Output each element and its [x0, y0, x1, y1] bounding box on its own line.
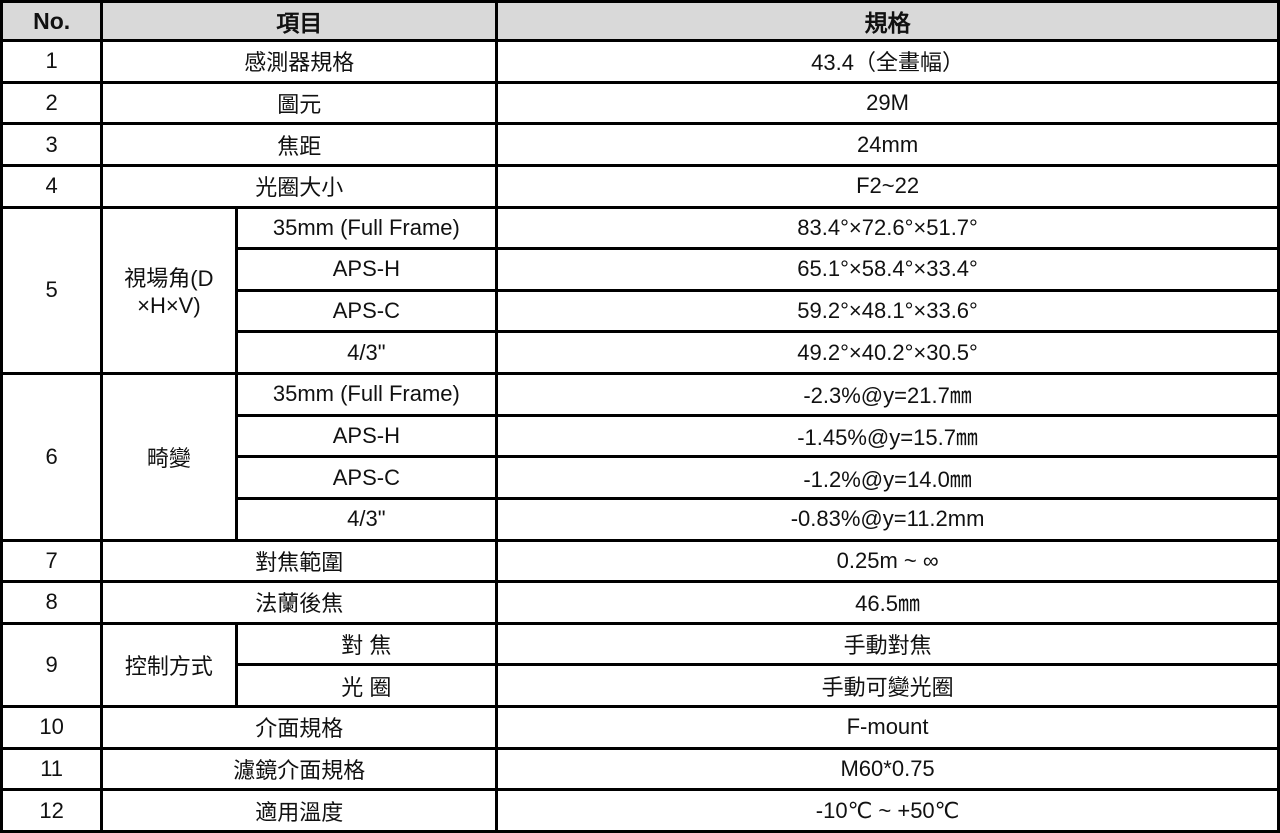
- row-5-sub-4-label: 4/3": [234, 330, 499, 375]
- row-12-item: 適用溫度: [100, 788, 499, 833]
- table-row-7: 7 對焦範圍 0.25m ~ ∞: [0, 538, 1280, 584]
- row-5-sub-1-label: 35mm (Full Frame): [234, 205, 499, 251]
- row-5-item: 視場角(D ×H×V): [100, 205, 238, 375]
- row-7-item: 對焦範圍: [100, 538, 499, 584]
- row-10-spec: F-mount: [495, 705, 1280, 750]
- row-5-sub-2-label: APS-H: [234, 247, 499, 292]
- table-row-9-sub-2: 光 圈 手動可變光圈: [2, 663, 1280, 708]
- row-5-sub-3-spec: 59.2°×48.1°×33.6°: [495, 288, 1280, 334]
- row-12-no: 12: [0, 788, 104, 833]
- row-3-spec: 24mm: [495, 122, 1280, 167]
- row-5-sub-2-spec: 65.1°×58.4°×33.4°: [495, 247, 1280, 292]
- table-row-6-sub-4: 4/3" -0.83%@y=11.2mm: [2, 496, 1280, 542]
- row-6-sub-2-label: APS-H: [234, 413, 499, 459]
- row-7-no: 7: [0, 538, 104, 584]
- row-6-sub-3-label: APS-C: [234, 455, 499, 500]
- table-row-10: 10 介面規格 F-mount: [0, 705, 1280, 750]
- table-row-6-sub-2: APS-H -1.45%@y=15.7㎜: [2, 413, 1280, 459]
- row-6-no: 6: [0, 372, 104, 542]
- table-row-9-sub-1: 9 控制方式 對 焦 手動對焦: [0, 621, 1280, 709]
- row-4-spec: F2~22: [495, 163, 1280, 209]
- row-4-item: 光圈大小: [100, 163, 499, 209]
- spec-table-body: 1 感測器規格 43.4（全畫幅） 2 圖元 29M 3 焦距 24mm 4 光…: [0, 39, 1280, 833]
- row-2-item: 圖元: [100, 80, 499, 126]
- row-2-spec: 29M: [495, 80, 1280, 126]
- header-no: No.: [0, 0, 104, 42]
- row-6-item: 畸變: [100, 372, 238, 542]
- row-7-spec: 0.25m ~ ∞: [495, 538, 1280, 584]
- table-row-5-sub-1: 5 視場角(D ×H×V) 35mm (Full Frame) 83.4°×72…: [0, 205, 1280, 375]
- row-6-sub-1-label: 35mm (Full Frame): [234, 372, 499, 417]
- row-5-sub-1-spec: 83.4°×72.6°×51.7°: [495, 205, 1280, 251]
- table-row-11: 11 濾鏡介面規格 M60*0.75: [0, 746, 1280, 792]
- row-5-sub-4-spec: 49.2°×40.2°×30.5°: [495, 330, 1280, 375]
- table-row-3: 3 焦距 24mm: [0, 122, 1280, 167]
- row-6-sub-3-spec: -1.2%@y=14.0㎜: [495, 455, 1280, 500]
- row-11-item: 濾鏡介面規格: [100, 746, 499, 792]
- row-6-sub-1-spec: -2.3%@y=21.7㎜: [495, 372, 1280, 417]
- row-2-no: 2: [0, 80, 104, 126]
- table-row-6-sub-3: APS-C -1.2%@y=14.0㎜: [2, 455, 1280, 500]
- row-4-no: 4: [0, 163, 104, 209]
- row-6-sub-4-spec: -0.83%@y=11.2mm: [495, 496, 1280, 542]
- row-8-item: 法蘭後焦: [100, 580, 499, 625]
- row-6-sub-4-label: 4/3": [234, 496, 499, 542]
- row-8-spec: 46.5㎜: [495, 580, 1280, 625]
- table-row-5-sub-4: 4/3" 49.2°×40.2°×30.5°: [2, 330, 1280, 375]
- table-row-6-sub-1: 6 畸變 35mm (Full Frame) -2.3%@y=21.7㎜: [0, 372, 1280, 542]
- table-row-8: 8 法蘭後焦 46.5㎜: [0, 580, 1280, 625]
- row-5-no: 5: [0, 205, 104, 375]
- row-11-spec: M60*0.75: [495, 746, 1280, 792]
- row-8-no: 8: [0, 580, 104, 625]
- spec-table-header: No. 項目 規格: [0, 0, 1280, 42]
- row-9-no: 9: [0, 621, 104, 709]
- row-1-spec: 43.4（全畫幅）: [495, 39, 1280, 84]
- row-6-sub-2-spec: -1.45%@y=15.7㎜: [495, 413, 1280, 459]
- row-3-item: 焦距: [100, 122, 499, 167]
- row-9-sub-2-spec: 手動可變光圈: [495, 663, 1280, 708]
- row-10-item: 介面規格: [100, 705, 499, 750]
- row-10-no: 10: [0, 705, 104, 750]
- table-row-5-sub-3: APS-C 59.2°×48.1°×33.6°: [2, 288, 1280, 334]
- row-12-spec: -10℃ ~ +50℃: [495, 788, 1280, 833]
- table-row-5-sub-2: APS-H 65.1°×58.4°×33.4°: [2, 247, 1280, 292]
- row-11-no: 11: [0, 746, 104, 792]
- row-1-item: 感測器規格: [100, 39, 499, 84]
- row-9-sub-1-label: 對 焦: [234, 621, 499, 667]
- row-3-no: 3: [0, 122, 104, 167]
- row-9-sub-1-spec: 手動對焦: [495, 621, 1280, 667]
- row-9-item: 控制方式: [100, 621, 238, 709]
- header-item: 項目: [100, 0, 499, 42]
- table-row-1: 1 感測器規格 43.4（全畫幅）: [0, 39, 1280, 84]
- header-row: No. 項目 規格: [0, 0, 1280, 42]
- table-row-4: 4 光圈大小 F2~22: [0, 163, 1280, 209]
- header-spec: 規格: [495, 0, 1280, 42]
- row-9-sub-2-label: 光 圈: [234, 663, 499, 708]
- row-5-sub-3-label: APS-C: [234, 288, 499, 334]
- row-1-no: 1: [0, 39, 104, 84]
- table-row-12: 12 適用溫度 -10℃ ~ +50℃: [0, 788, 1280, 833]
- table-row-2: 2 圖元 29M: [0, 80, 1280, 126]
